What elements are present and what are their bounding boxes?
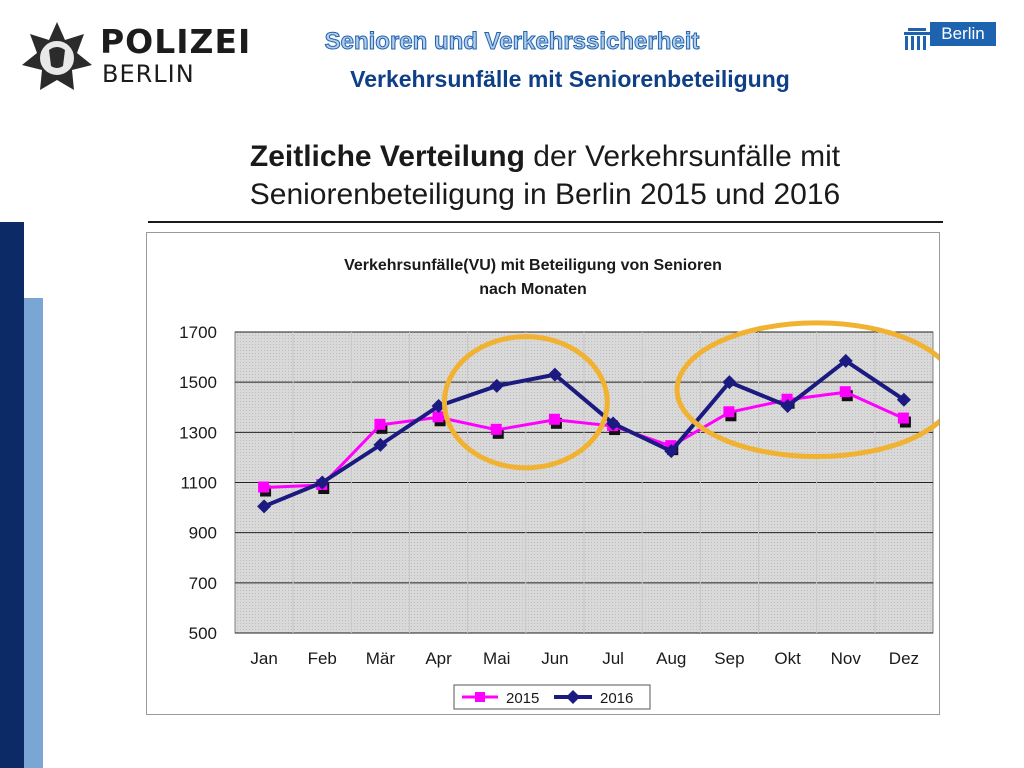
data-point-2016 (489, 378, 504, 393)
brandenburg-gate-icon (904, 28, 930, 50)
chart-subtitle: nach Monaten (479, 281, 587, 298)
heading-bold: Zeitliche Verteilung (249, 140, 525, 173)
legend-label-2015: 2015 (506, 690, 539, 707)
x-tick-label: Nov (831, 649, 862, 668)
x-tick-label: Jun (541, 649, 568, 668)
berlin-wordmark: Berlin (930, 22, 996, 46)
data-point-2016 (547, 367, 562, 382)
data-point-2016 (606, 416, 621, 431)
x-tick-label: Dez (889, 649, 919, 668)
data-point-2015 (839, 386, 851, 398)
legend-label-2016: 2016 (600, 690, 633, 707)
data-point-2016 (838, 353, 853, 368)
data-point-2016 (896, 392, 911, 407)
y-tick-label: 1700 (179, 323, 217, 342)
x-tick-label: Apr (425, 649, 452, 668)
x-tick-label: Mär (366, 649, 396, 668)
heading-line2: Seniorenbeteiligung in Berlin 2015 und 2… (249, 178, 841, 211)
x-tick-label: Feb (308, 649, 337, 668)
legend-marker-2015 (475, 692, 485, 702)
polizei-berlin-logo: POLIZEI BERLIN (22, 20, 250, 95)
header-subtitle: Verkehrsunfälle mit Seniorenbeteiligung (350, 66, 790, 92)
series-line-2016 (263, 358, 906, 509)
data-point-2015 (781, 393, 793, 405)
y-tick-label: 900 (189, 524, 217, 543)
police-star-icon (22, 22, 92, 90)
data-point-2015 (258, 481, 270, 493)
chart-frame: Verkehrsunfälle(VU) mit Beteiligung von … (146, 232, 940, 715)
slide-heading: Zeitliche Verteilung der Verkehrsunfälle… (150, 138, 940, 214)
side-bar-light (24, 298, 43, 768)
y-tick-label: 1300 (179, 423, 217, 442)
x-tick-label: Mai (483, 649, 510, 668)
y-tick-label: 700 (189, 574, 217, 593)
data-point-2015 (374, 418, 386, 430)
data-point-2016 (722, 375, 737, 390)
highlight-ellipse (441, 334, 610, 471)
line-chart: Verkehrsunfälle(VU) mit Beteiligung von … (179, 257, 939, 710)
x-tick-label: Okt (774, 649, 801, 668)
heading-line1-rest: der Verkehrsunfälle mit (524, 140, 841, 173)
data-point-2016 (315, 475, 330, 490)
legend-marker-2016 (566, 690, 580, 704)
logo-line2: BERLIN (102, 60, 195, 88)
side-bar-dark (0, 222, 24, 768)
heading-rule (148, 221, 943, 223)
y-tick-label: 500 (189, 624, 217, 643)
highlight-ellipse (674, 320, 939, 460)
data-point-2016 (373, 437, 388, 452)
data-point-2015 (490, 423, 502, 435)
y-tick-label: 1100 (180, 474, 217, 493)
data-point-2016 (780, 398, 795, 413)
x-tick-label: Sep (714, 649, 744, 668)
chart-title: Verkehrsunfälle(VU) mit Beteiligung von … (344, 257, 722, 274)
data-point-2016 (257, 499, 272, 514)
x-tick-label: Jul (602, 649, 624, 668)
data-point-2015 (548, 413, 560, 425)
data-point-2016 (664, 444, 679, 459)
berlin-logo: Berlin (900, 20, 1000, 56)
data-point-2015 (432, 411, 444, 423)
data-point-2015 (897, 412, 909, 424)
header-title: Senioren und Verkehrssicherheit (324, 28, 700, 56)
x-tick-label: Jan (250, 649, 277, 668)
logo-line1: POLIZEI (100, 22, 252, 61)
x-tick-label: Aug (656, 649, 686, 668)
data-point-2015 (723, 406, 735, 418)
y-tick-label: 1500 (179, 373, 217, 392)
